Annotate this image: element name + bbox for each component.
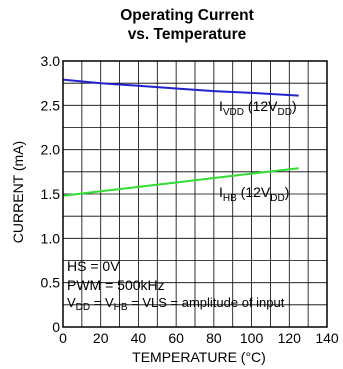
- series-label-ihb: IHB (12VDD): [219, 184, 289, 204]
- annotation-vdd: VDD = VHB = VLS = amplitude of input: [67, 295, 285, 313]
- series-label-ivdd: IVDD (12VDD): [219, 98, 297, 118]
- x-axis-label: TEMPERATURE (°C): [132, 349, 266, 365]
- y-tick-label: 2.0: [41, 142, 61, 158]
- x-tick-label: 100: [240, 330, 264, 346]
- chart-title-line1: Operating Current: [120, 7, 253, 24]
- x-tick-label: 0: [59, 330, 67, 346]
- grid: [63, 61, 327, 327]
- chart-title-line2: vs. Temperature: [128, 26, 247, 43]
- y-tick-label: 1.0: [41, 230, 61, 246]
- y-tick-label: 0.5: [41, 275, 61, 291]
- y-tick-label: 0: [52, 319, 60, 335]
- x-tick-label: 80: [206, 330, 222, 346]
- x-tick-label: 60: [168, 330, 184, 346]
- annotation-hs: HS = 0V: [67, 258, 120, 274]
- y-tick-label: 3.0: [41, 53, 61, 69]
- y-tick-label: 2.5: [41, 97, 61, 113]
- x-tick-label: 120: [278, 330, 302, 346]
- x-tick-label: 40: [131, 330, 147, 346]
- annotation-pwm: PWM = 500kHz: [67, 277, 165, 293]
- y-axis-label: CURRENT (mA): [10, 141, 26, 243]
- series-line-1: [62, 167, 299, 197]
- series-line-0: [62, 78, 299, 97]
- x-tick-label: 140: [315, 330, 339, 346]
- plot-frame: [62, 60, 328, 328]
- y-tick-label: 1.5: [41, 186, 61, 202]
- x-tick-label: 20: [93, 330, 109, 346]
- series-lines: [62, 78, 299, 197]
- tick-labels: 0 20 40 60 80 100 120 140 0 0.5 1.0 1.5 2.0 2.5 3.0: [41, 53, 339, 346]
